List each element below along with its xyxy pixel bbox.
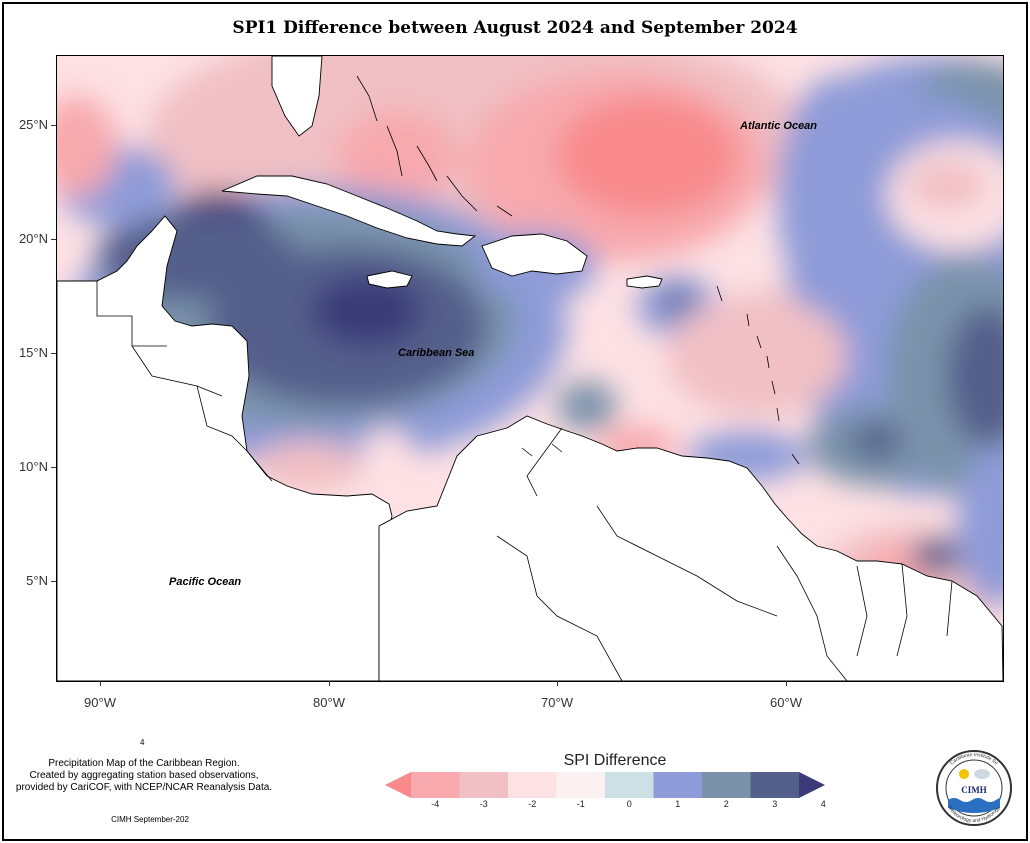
credit-line-2: Created by aggregating station based obs… bbox=[29, 770, 259, 781]
sun-icon bbox=[959, 769, 969, 779]
colorbar-cell bbox=[653, 772, 703, 798]
colorbar bbox=[385, 772, 825, 798]
y-tick bbox=[51, 125, 56, 126]
x-tick-label-80w: 80°W bbox=[313, 695, 345, 710]
colorbar-tick-label: 4 bbox=[820, 799, 826, 809]
logo-abbr: CIMH bbox=[961, 785, 987, 795]
land bbox=[57, 56, 1003, 681]
colorbar-cell bbox=[750, 772, 800, 798]
colorbar-tick-label: -4 bbox=[431, 799, 440, 809]
colorbar-tick-label: -3 bbox=[479, 799, 488, 809]
x-tick bbox=[786, 681, 787, 686]
x-tick bbox=[557, 681, 558, 686]
y-tick-label-10n: 10°N bbox=[18, 459, 48, 474]
colorbar-tick-label: -2 bbox=[528, 799, 537, 809]
borders bbox=[96, 75, 953, 681]
spi-map[interactable] bbox=[56, 55, 1004, 682]
x-tick-label-60w: 60°W bbox=[770, 695, 802, 710]
colorbar-cell bbox=[411, 772, 460, 798]
credit-line-3: provided by CariCOF, with NCEP/NCAR Rean… bbox=[15, 782, 273, 793]
x-tick-label-70w: 70°W bbox=[541, 695, 573, 710]
y-tick-label-15n: 15°N bbox=[18, 345, 48, 360]
x-tick-label-90w: 90°W bbox=[84, 695, 116, 710]
waves-icon bbox=[948, 798, 1001, 813]
y-tick bbox=[51, 353, 56, 354]
y-tick bbox=[51, 239, 56, 240]
cimh-logo: CIMH Caribbean Institute for Meteorology… bbox=[936, 750, 1012, 826]
colorbar-cell bbox=[702, 772, 751, 798]
colorbar-tick-label: 0 bbox=[626, 799, 632, 809]
credit-line-1: Precipitation Map of the Caribbean Regio… bbox=[48, 758, 240, 769]
credit-date: CIMH September-202 bbox=[111, 815, 189, 824]
y-tick bbox=[51, 581, 56, 582]
y-tick-label-25n: 25°N bbox=[18, 117, 48, 132]
x-tick bbox=[100, 681, 101, 686]
colorbar-cell bbox=[605, 772, 654, 798]
cloud-icon bbox=[974, 769, 990, 779]
y-tick-label-20n: 20°N bbox=[18, 231, 48, 246]
colorbar-tick-label: 1 bbox=[675, 799, 681, 809]
spi-field bbox=[57, 56, 1003, 656]
pacific-ocean-label: Pacific Ocean bbox=[169, 576, 242, 588]
y-tick-label-5n: 5°N bbox=[26, 573, 48, 588]
atlantic-ocean-label: Atlantic Ocean bbox=[740, 120, 818, 132]
colorbar-cell bbox=[556, 772, 606, 798]
y-tick bbox=[51, 467, 56, 468]
credit-text: Precipitation Map of the Caribbean Regio… bbox=[4, 758, 284, 794]
x-tick bbox=[329, 681, 330, 686]
colorbar-tick-label: 2 bbox=[723, 799, 729, 809]
map-canvas bbox=[57, 56, 1003, 681]
colorbar-tick-label: 3 bbox=[772, 799, 778, 809]
colorbar-arrow-left bbox=[385, 772, 411, 798]
colorbar-tick-label: -1 bbox=[576, 799, 585, 809]
colorbar-arrow-right bbox=[799, 772, 825, 798]
caribbean-sea-label: Caribbean Sea bbox=[398, 347, 475, 359]
colorbar-cell bbox=[508, 772, 557, 798]
legend-title: SPI Difference bbox=[563, 752, 667, 769]
footer-number: 4 bbox=[140, 738, 145, 747]
map-title: SPI1 Difference between August 2024 and … bbox=[232, 18, 798, 38]
colorbar-cell bbox=[459, 772, 509, 798]
